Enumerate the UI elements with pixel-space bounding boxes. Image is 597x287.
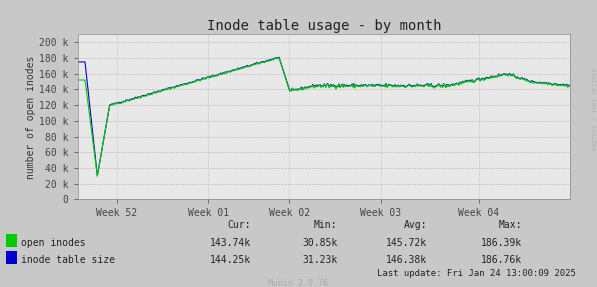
- Text: Munin 2.0.76: Munin 2.0.76: [269, 279, 328, 287]
- Text: 186.39k: 186.39k: [481, 238, 522, 247]
- Y-axis label: number of open inodes: number of open inodes: [26, 55, 36, 179]
- Text: Cur:: Cur:: [227, 220, 251, 230]
- Title: Inode table usage - by month: Inode table usage - by month: [207, 19, 441, 33]
- Text: Avg:: Avg:: [404, 220, 427, 230]
- Text: Last update: Fri Jan 24 13:00:09 2025: Last update: Fri Jan 24 13:00:09 2025: [377, 269, 576, 278]
- Text: Max:: Max:: [499, 220, 522, 230]
- Text: 31.23k: 31.23k: [302, 255, 337, 265]
- Text: 186.76k: 186.76k: [481, 255, 522, 265]
- Text: 144.25k: 144.25k: [210, 255, 251, 265]
- Text: RRDTOOL / TOBI OETIKER: RRDTOOL / TOBI OETIKER: [593, 68, 597, 150]
- Text: 30.85k: 30.85k: [302, 238, 337, 247]
- Text: 146.38k: 146.38k: [386, 255, 427, 265]
- Text: inode table size: inode table size: [21, 255, 115, 265]
- Text: Min:: Min:: [314, 220, 337, 230]
- Text: 143.74k: 143.74k: [210, 238, 251, 247]
- Text: 145.72k: 145.72k: [386, 238, 427, 247]
- Text: open inodes: open inodes: [21, 238, 86, 247]
